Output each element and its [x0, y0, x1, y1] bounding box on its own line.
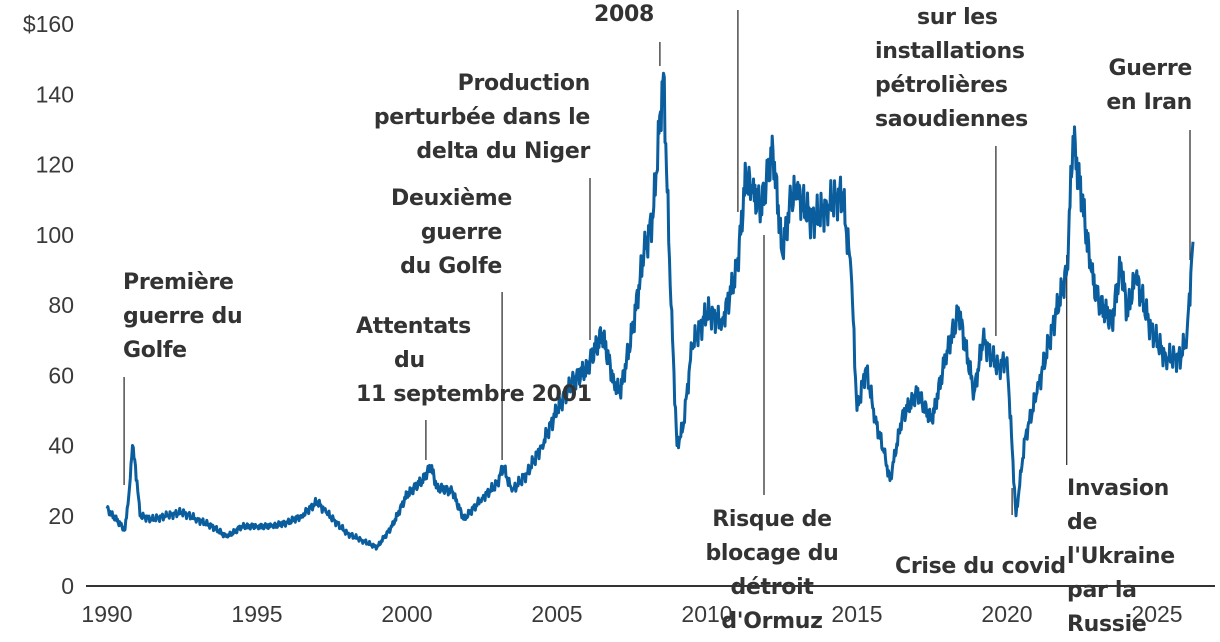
annotation-line: Golfe	[123, 338, 187, 363]
annotation-guerre-en-iran: Guerre en Iran	[1106, 52, 1192, 120]
annotation-line: par la	[1067, 578, 1137, 603]
annotation-line: détroit	[730, 575, 814, 600]
annotation-crise-du-covid: Crise du covid	[895, 550, 1066, 584]
annotation-line: installations	[875, 39, 1025, 64]
y-tick-label: 0	[61, 573, 74, 599]
annotation-line: 11 septembre 2001	[356, 382, 592, 407]
annotation-line: perturbée dans le	[373, 105, 590, 130]
annotation-delta-du-niger: Production perturbée dans le delta du Ni…	[374, 67, 590, 169]
annotation-line: en Iran	[1106, 90, 1192, 115]
annotation-line: Deuxième	[391, 186, 512, 211]
annotation-line: Première	[123, 270, 234, 295]
annotation-line: Crise du covid	[895, 554, 1066, 579]
x-tick-label: 2010	[681, 601, 732, 627]
y-tick-label: 40	[48, 433, 74, 459]
annotation-line: saoudiennes	[875, 107, 1028, 132]
y-tick-label: $160	[23, 11, 74, 37]
annotation-line: Attentats	[356, 314, 471, 339]
y-tick-label: 120	[36, 152, 74, 178]
annotation-deuxieme-guerre-du-golfe: Deuxième guerre du Golfe	[391, 182, 512, 284]
annotation-invasion-ukraine: Invasion de l'Ukraine par la Russie	[1067, 472, 1175, 642]
annotation-line: Invasion	[1067, 476, 1170, 501]
y-tick-label: 100	[36, 222, 74, 248]
annotation-detroit-ormuz: Risque de blocage du détroit d'Ormuz	[690, 503, 854, 639]
annotation-line: Russie	[1067, 612, 1147, 637]
annotation-line: du Golfe	[400, 254, 502, 279]
y-tick-label: 60	[48, 362, 74, 388]
annotation-attentats-2001: Attentats du 11 septembre 2001	[356, 310, 592, 412]
annotation-installations-saoudiennes: sur les installations pétrolières saoudi…	[875, 1, 1028, 137]
x-tick-label: 2020	[981, 601, 1032, 627]
annotation-line: guerre du	[123, 304, 243, 329]
annotation-line: de	[1067, 510, 1098, 535]
x-tick-label: 1990	[81, 601, 132, 627]
x-tick-label: 2000	[381, 601, 432, 627]
annotation-line: Production	[457, 71, 591, 96]
x-tick-label: 2025	[1131, 601, 1182, 627]
x-tick-label: 2015	[831, 601, 882, 627]
x-tick-label: 1995	[231, 601, 282, 627]
price-series-line	[105, 71, 1195, 551]
annotation-2008: 2008	[594, 0, 654, 32]
annotation-line: delta du Niger	[416, 139, 590, 164]
y-tick-label: 140	[36, 81, 74, 107]
annotation-premiere-guerre-du-golfe: Première guerre du Golfe	[123, 266, 243, 368]
annotation-line: d'Ormuz	[721, 609, 823, 634]
annotation-line: du	[394, 348, 425, 373]
annotation-line: 2008	[594, 2, 655, 27]
annotation-line: blocage du	[705, 541, 839, 566]
annotation-line: l'Ukraine	[1067, 544, 1175, 569]
x-tick-label: 2005	[531, 601, 582, 627]
annotation-line: Risque de	[712, 507, 832, 532]
y-tick-label: 80	[48, 292, 74, 318]
annotation-line: sur les	[917, 5, 998, 30]
annotation-line: guerre	[420, 220, 502, 245]
y-tick-label: 20	[48, 503, 74, 529]
annotation-line: Guerre	[1108, 56, 1193, 81]
annotation-line: pétrolières	[875, 73, 1008, 98]
